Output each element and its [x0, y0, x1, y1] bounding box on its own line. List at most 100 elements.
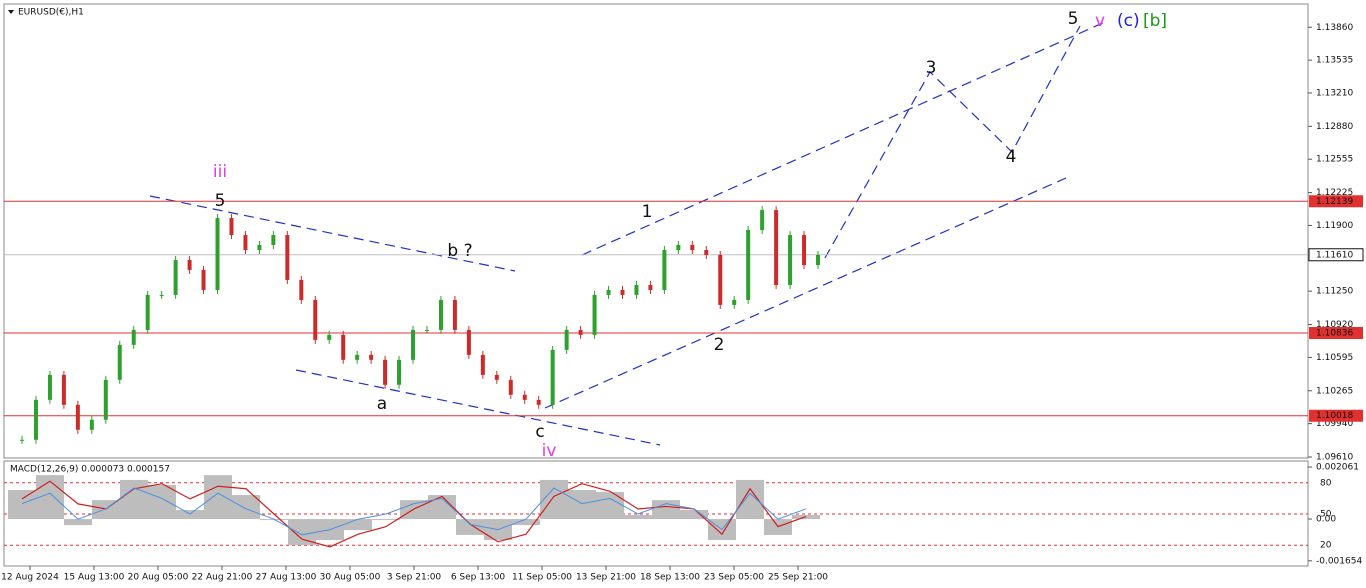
histogram-bar	[456, 519, 484, 535]
channel-line	[149, 195, 516, 272]
histogram-bar	[372, 519, 400, 521]
candle	[522, 394, 527, 400]
candle	[313, 299, 318, 340]
candle	[145, 294, 150, 330]
candle	[676, 244, 681, 251]
y-tick-label: 1.12880	[1316, 122, 1353, 132]
candle	[746, 229, 751, 300]
histogram-bar	[428, 495, 456, 520]
channel-line	[295, 369, 661, 446]
y-tick-label: 1.11900	[1316, 221, 1353, 231]
candle	[550, 349, 555, 405]
current-price-box	[1308, 248, 1364, 262]
x-tick-label: 13 Sep 21:00	[576, 573, 636, 583]
y2-tick-label: 50	[1320, 510, 1332, 520]
y-tick-label: 1.13860	[1316, 23, 1353, 33]
x-tick-label: 11 Sep 05:00	[512, 573, 572, 583]
candle	[411, 329, 416, 360]
candle	[704, 250, 709, 255]
candle	[285, 235, 290, 280]
candle	[131, 329, 136, 345]
level-label: 1.10018	[1316, 411, 1353, 421]
x-tick-label: 3 Sep 21:00	[387, 573, 442, 583]
candle	[117, 344, 122, 380]
macd-title: MACD(12,26,9) 0.000073 0.000157	[10, 465, 170, 475]
candle	[438, 299, 443, 330]
y-tick-label: 1.12555	[1316, 155, 1353, 165]
level-box	[1309, 195, 1363, 208]
candle	[397, 359, 402, 385]
candle	[732, 299, 737, 305]
candle	[173, 260, 178, 295]
candle	[159, 294, 164, 296]
candle	[201, 269, 206, 290]
y-tick-label: 1.09610	[1316, 452, 1353, 462]
current-price-label: 1.11610	[1316, 250, 1353, 260]
histogram-bar	[540, 479, 568, 520]
x-tick-label: 25 Sep 21:00	[768, 573, 828, 583]
candle	[89, 419, 94, 430]
x-tick-label: 22 Aug 21:00	[192, 573, 253, 583]
candle	[243, 235, 248, 251]
candle	[424, 329, 429, 331]
candle	[774, 210, 779, 285]
candle	[257, 244, 262, 251]
candle	[327, 334, 332, 340]
candle	[229, 218, 234, 236]
price-panel	[3, 3, 1309, 459]
wave-label: v	[1095, 11, 1105, 31]
histogram-bar	[120, 479, 148, 520]
wave-label: 2	[714, 335, 725, 355]
candle	[187, 260, 192, 270]
candle	[466, 329, 471, 355]
wave-label: b ?	[447, 241, 472, 261]
candle	[606, 289, 611, 295]
candle	[620, 289, 625, 295]
candle	[369, 354, 374, 360]
histogram-bar	[512, 519, 540, 526]
candle	[33, 399, 38, 440]
candle	[718, 254, 723, 305]
wave-label: (c)	[1117, 11, 1140, 31]
y-tick-label: 0.00	[1316, 515, 1336, 525]
candle	[452, 299, 457, 330]
y2-tick-label: 80	[1320, 478, 1332, 488]
x-tick-label: 18 Sep 13:00	[640, 573, 700, 583]
histogram-bar	[8, 490, 36, 520]
wave-label: 4	[1006, 147, 1017, 167]
wave-label: [b]	[1143, 11, 1167, 31]
histogram-bar	[344, 519, 372, 531]
candle	[802, 235, 807, 265]
histogram-bar	[652, 500, 680, 520]
candle	[271, 235, 276, 245]
level-label: 1.10836	[1316, 329, 1353, 339]
x-tick-label: 23 Sep 05:00	[704, 573, 764, 583]
x-tick-label: 20 Aug 05:00	[128, 573, 189, 583]
candle	[662, 250, 667, 290]
candle	[690, 244, 695, 251]
histogram-bar	[288, 519, 316, 546]
x-tick-label: 30 Aug 05:00	[320, 573, 381, 583]
histogram-bar	[232, 495, 260, 520]
y-tick-label: 1.11250	[1316, 287, 1353, 297]
candle	[299, 279, 304, 300]
y-tick-label: 1.09940	[1316, 419, 1353, 429]
candle	[103, 379, 108, 420]
y2-tick-label: 20	[1320, 541, 1332, 551]
wave-label: c	[535, 422, 544, 442]
wave-label: 1	[642, 202, 653, 222]
candle	[592, 294, 597, 335]
candle	[508, 379, 513, 395]
wave-label: a	[377, 394, 387, 414]
candle	[648, 284, 653, 290]
wave-label: 3	[926, 58, 937, 78]
histogram-bar	[624, 515, 652, 520]
level-box	[1309, 409, 1363, 422]
y-tick-label: 1.12225	[1316, 188, 1353, 198]
x-tick-label: 27 Aug 13:00	[256, 573, 317, 583]
histogram-bar	[204, 475, 232, 520]
candle	[75, 404, 80, 430]
x-tick-label: 6 Sep 13:00	[451, 573, 506, 583]
histogram-bar	[92, 500, 120, 520]
